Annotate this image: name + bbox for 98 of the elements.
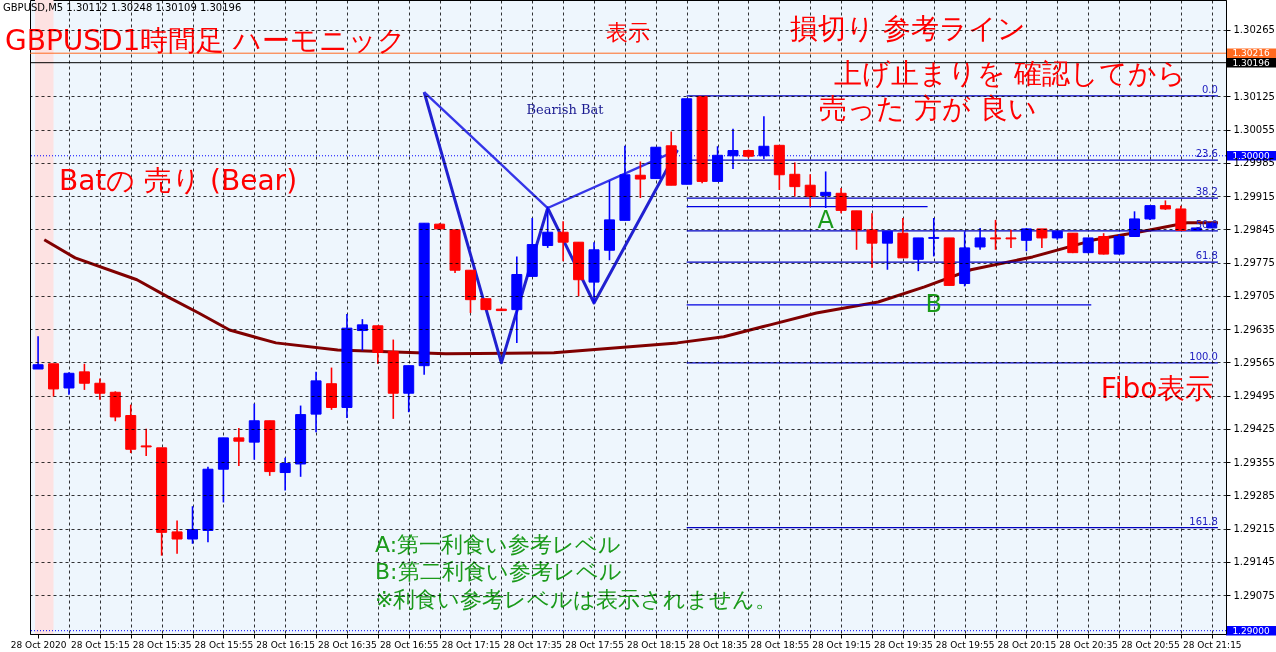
x-tick-label: 28 Oct 2020 [10, 639, 67, 650]
x-tick-label: 28 Oct 20:35 [1059, 639, 1119, 650]
x-tick-label: 28 Oct 19:35 [874, 639, 933, 650]
candlestick [1067, 232, 1079, 254]
x-tick-label: 28 Oct 18:35 [688, 639, 748, 650]
y-tick-label: 1.29215 [1233, 523, 1275, 535]
annotation: ※利食い参考レベルは表示されません。 [375, 587, 778, 612]
candlestick [912, 237, 924, 272]
annotation: Fibo表示 [1100, 372, 1214, 405]
candlestick [959, 230, 971, 288]
y-tick-label: 1.29705 [1233, 290, 1275, 302]
candlestick [48, 362, 60, 398]
annotation: 売った 方が 良い [819, 92, 1037, 125]
x-tick-label: 28 Oct 19:55 [935, 639, 995, 650]
candlestick [78, 362, 90, 391]
annotation: 0.0 [1202, 83, 1218, 95]
candlestick [1144, 204, 1156, 221]
candlestick [974, 227, 986, 251]
annotation: 23.6 [1195, 148, 1218, 160]
candlestick [542, 205, 554, 249]
candlestick [588, 241, 600, 304]
annotation: Bearish Bat [526, 102, 605, 117]
x-tick-label: 28 Oct 15:55 [194, 639, 254, 650]
candlestick [295, 404, 307, 478]
y-tick-label: 1.29075 [1233, 589, 1275, 601]
annotation: A:第一利食い参考レベル [375, 532, 622, 557]
annotation: 損切り 参考ライン [789, 12, 1027, 45]
annotation: Batの 売り (Bear) [58, 164, 298, 197]
candlestick [140, 428, 152, 457]
ref-line-label: 1.30196 [1232, 57, 1270, 68]
candlestick [63, 371, 75, 396]
y-tick-label: 1.29145 [1233, 556, 1275, 568]
candlestick [326, 366, 337, 411]
ref-line-label: 1.29000 [1232, 625, 1270, 636]
candlestick [94, 377, 106, 401]
y-tick-label: 1.29285 [1233, 489, 1275, 501]
candlestick [32, 335, 44, 370]
candlestick [1082, 237, 1094, 254]
candlestick [603, 180, 615, 262]
candlestick [851, 210, 863, 251]
candlestick [990, 219, 1002, 251]
annotation: 61.8 [1195, 250, 1218, 262]
candlestick [156, 447, 168, 557]
x-tick-label: 28 Oct 16:55 [379, 639, 439, 650]
candlestick [217, 437, 229, 504]
candlestick [480, 297, 492, 311]
annotation: 表示 [606, 20, 650, 45]
x-tick-label: 28 Oct 21:15 [1182, 639, 1242, 650]
annotation: 38.2 [1195, 186, 1218, 198]
candlestick [310, 371, 322, 433]
candlestick [109, 390, 121, 423]
candlestick [881, 230, 893, 271]
annotation: 上げ止まりを 確認してから [833, 57, 1187, 90]
annotation: A [817, 205, 835, 234]
annotation: 161.8 [1189, 515, 1218, 527]
x-tick-label: 28 Oct 16:15 [256, 639, 316, 650]
candlestick [187, 505, 199, 545]
x-tick-label: 28 Oct 17:35 [503, 639, 563, 650]
y-tick-label: 1.29565 [1233, 356, 1275, 368]
x-tick-label: 28 Oct 18:55 [750, 639, 810, 650]
y-tick-label: 1.29775 [1233, 257, 1275, 269]
annotation: 100.0 [1189, 350, 1218, 362]
x-tick-label: 28 Oct 19:15 [812, 639, 871, 650]
candlestick [1005, 229, 1017, 249]
x-tick-label: 28 Oct 15:15 [71, 639, 130, 650]
x-tick-label: 28 Oct 16:35 [318, 639, 377, 650]
candlestick [1098, 232, 1110, 256]
y-tick-label: 1.30055 [1233, 124, 1275, 136]
annotation: 50.0 [1195, 218, 1218, 230]
candlestick [1113, 233, 1125, 256]
y-tick-label: 1.29635 [1233, 323, 1275, 335]
candlestick [897, 217, 909, 259]
candlestick [171, 519, 183, 555]
y-tick-label: 1.30125 [1233, 90, 1275, 102]
candlestick [233, 427, 245, 467]
x-tick-label: 28 Oct 20:15 [997, 639, 1057, 650]
annotation: B:第二利食い参考レベル [375, 559, 622, 584]
x-tick-label: 28 Oct 15:35 [132, 639, 192, 650]
candlestick [1129, 210, 1141, 238]
y-tick-label: 1.29915 [1233, 190, 1275, 202]
candlestick [928, 217, 940, 258]
y-tick-label: 1.29425 [1233, 423, 1275, 435]
candlestick [1036, 228, 1048, 249]
y-tick-label: 1.29845 [1233, 223, 1275, 235]
x-tick-label: 28 Oct 17:15 [441, 639, 501, 650]
y-tick-label: 1.30265 [1233, 24, 1275, 36]
ref-line-label: 1.30216 [1232, 48, 1270, 59]
x-tick-label: 28 Oct 17:55 [565, 639, 624, 650]
x-tick-label: 28 Oct 20:55 [1121, 639, 1180, 650]
x-tick-label: 28 Oct 18:15 [626, 639, 686, 650]
candlestick [866, 212, 878, 269]
y-tick-label: 1.29355 [1233, 456, 1275, 468]
candlestick [634, 160, 646, 199]
y-tick-label: 1.29495 [1233, 390, 1275, 402]
candlestick [557, 220, 569, 262]
candlestick [356, 318, 368, 352]
candlestick [1020, 227, 1032, 253]
candlestick [449, 229, 461, 274]
